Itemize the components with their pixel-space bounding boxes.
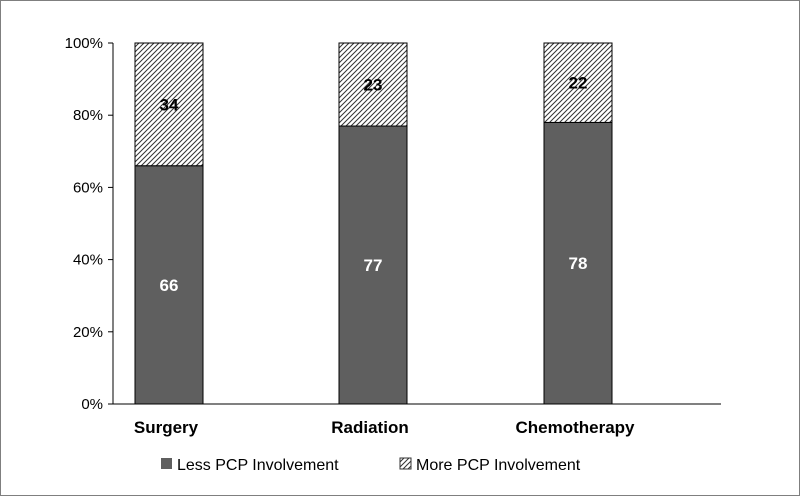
bar-segment-more-surgery	[134, 42, 204, 167]
bar-segment-more-radiation	[338, 42, 408, 127]
y-tick-label: 20%	[73, 324, 103, 341]
legend-label: Less PCP Involvement	[177, 457, 339, 474]
bar-segment-less-radiation	[338, 125, 408, 405]
legend: Less PCP Involvement More PCP Involvement	[161, 457, 581, 474]
y-tick-label: 40%	[73, 252, 103, 269]
data-label: 34	[160, 95, 179, 114]
bars: 66 34 77 23 78 22	[134, 42, 613, 405]
x-category-label: Surgery	[134, 418, 199, 437]
y-tick-label: 80%	[73, 107, 103, 124]
x-category-label: Radiation	[331, 418, 408, 437]
legend-swatch	[399, 457, 412, 470]
data-label: 77	[364, 256, 383, 275]
y-tick-label: 100%	[65, 35, 103, 52]
x-axis: Surgery Radiation Chemotherapy	[113, 403, 721, 437]
data-label: 23	[364, 76, 383, 95]
data-label: 78	[569, 254, 588, 273]
x-category-label: Chemotherapy	[515, 418, 635, 437]
bar-segment-less-surgery	[134, 165, 204, 405]
y-tick-label: 60%	[73, 179, 103, 196]
bar-segment-more-chemotherapy	[543, 42, 613, 123]
y-tick-label: 0%	[81, 396, 103, 413]
data-label: 66	[160, 276, 179, 295]
legend-swatch	[161, 458, 172, 469]
y-axis: 0% 20% 40% 60% 80% 100%	[65, 35, 114, 413]
data-label: 22	[569, 74, 588, 93]
bar-segment-less-chemotherapy	[543, 121, 613, 405]
legend-label: More PCP Involvement	[416, 457, 581, 474]
